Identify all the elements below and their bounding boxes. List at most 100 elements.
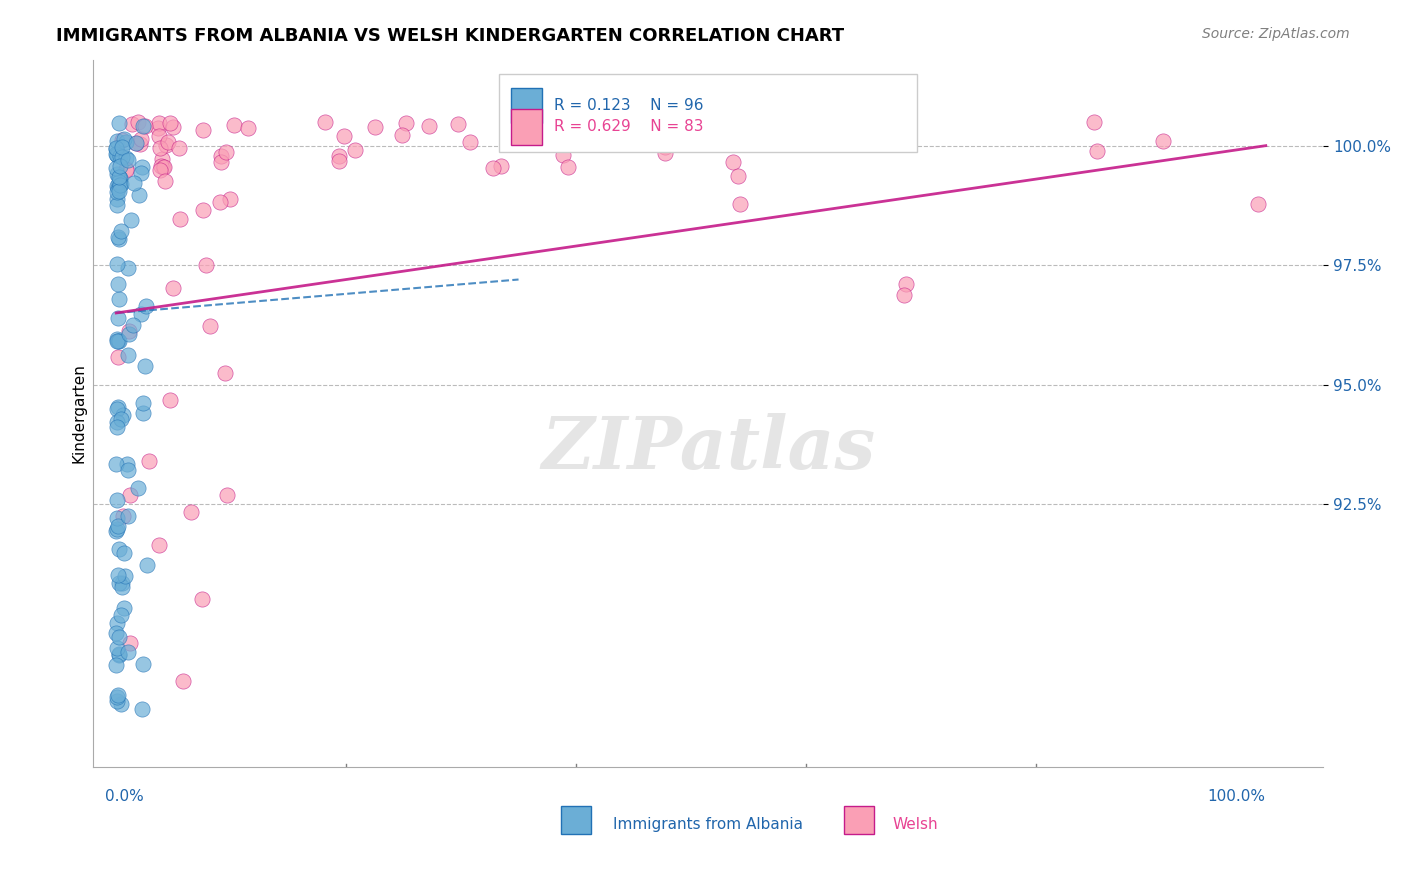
Immigrants from Albania [129,166,152,180]
Immigrants from Albania [108,149,131,163]
Welsh [460,135,482,149]
Welsh [328,149,350,163]
Welsh [728,124,751,138]
Welsh [153,174,176,188]
Welsh [111,509,134,524]
Immigrants from Albania [132,119,155,133]
Welsh [198,318,221,333]
Welsh [1152,134,1174,148]
Immigrants from Albania [107,519,129,533]
Immigrants from Albania [105,522,128,536]
Immigrants from Albania [105,186,128,200]
Immigrants from Albania [107,184,129,198]
Welsh [572,123,595,137]
Immigrants from Albania [125,136,148,151]
Welsh [621,133,644,147]
Welsh [214,366,236,380]
Welsh [328,153,350,168]
Welsh [148,162,170,177]
Bar [512,109,543,145]
Bar [512,88,543,123]
Text: IMMIGRANTS FROM ALBANIA VS WELSH KINDERGARTEN CORRELATION CHART: IMMIGRANTS FROM ALBANIA VS WELSH KINDERG… [56,27,845,45]
Immigrants from Albania [117,463,139,477]
Welsh [224,118,246,132]
Welsh [121,116,143,130]
Immigrants from Albania [129,308,152,322]
Immigrants from Albania [131,396,153,410]
Immigrants from Albania [105,167,128,181]
Welsh [314,115,336,129]
Immigrants from Albania [105,192,128,206]
Y-axis label: Kindergarten: Kindergarten [72,363,86,463]
Welsh [193,123,215,137]
Immigrants from Albania [111,580,134,594]
Immigrants from Albania [115,135,138,149]
Welsh [1083,115,1105,129]
Immigrants from Albania [122,318,145,332]
Welsh [138,454,160,468]
Welsh [654,140,676,154]
Welsh [418,119,440,133]
Immigrants from Albania [108,576,131,591]
Welsh [894,277,917,291]
Immigrants from Albania [108,648,131,662]
Immigrants from Albania [105,142,128,156]
Immigrants from Albania [105,257,128,271]
Immigrants from Albania [108,178,131,193]
Welsh [626,117,648,131]
Welsh [557,161,579,175]
Text: Welsh: Welsh [893,817,938,831]
Immigrants from Albania [120,213,142,227]
Welsh [118,487,141,501]
Welsh [180,506,202,520]
Immigrants from Albania [105,492,128,507]
Immigrants from Albania [105,658,128,673]
Welsh [194,258,217,272]
Immigrants from Albania [127,481,149,495]
Immigrants from Albania [131,160,153,174]
Immigrants from Albania [108,169,131,184]
Welsh [129,132,152,146]
Immigrants from Albania [107,292,129,306]
Immigrants from Albania [132,657,155,671]
Welsh [148,141,170,155]
Immigrants from Albania [107,181,129,195]
Immigrants from Albania [122,176,145,190]
Welsh [571,129,593,144]
Welsh [344,143,367,157]
Immigrants from Albania [105,693,128,707]
Welsh [157,135,180,149]
Text: Source: ZipAtlas.com: Source: ZipAtlas.com [1202,27,1350,41]
Welsh [447,117,470,131]
Immigrants from Albania [112,600,135,615]
Welsh [721,155,744,169]
Immigrants from Albania [108,169,131,184]
Welsh [332,129,354,144]
Welsh [728,196,751,211]
Text: Immigrants from Albania: Immigrants from Albania [613,817,803,831]
Welsh [209,154,232,169]
Welsh [236,121,259,136]
Immigrants from Albania [117,348,139,362]
Immigrants from Albania [111,140,134,154]
Immigrants from Albania [111,575,134,590]
Welsh [118,636,141,650]
Welsh [391,128,413,142]
Immigrants from Albania [105,524,128,539]
Welsh [893,288,915,302]
Immigrants from Albania [105,420,128,434]
Immigrants from Albania [117,153,139,167]
Welsh [155,137,177,152]
Welsh [148,121,170,136]
Immigrants from Albania [110,697,132,711]
Immigrants from Albania [105,147,128,161]
Welsh [727,169,749,183]
Immigrants from Albania [108,542,131,557]
Immigrants from Albania [105,198,128,212]
Welsh [115,161,138,176]
Welsh [111,132,134,146]
Immigrants from Albania [107,640,129,655]
Welsh [148,116,170,130]
Immigrants from Albania [105,690,128,705]
Welsh [489,159,512,173]
